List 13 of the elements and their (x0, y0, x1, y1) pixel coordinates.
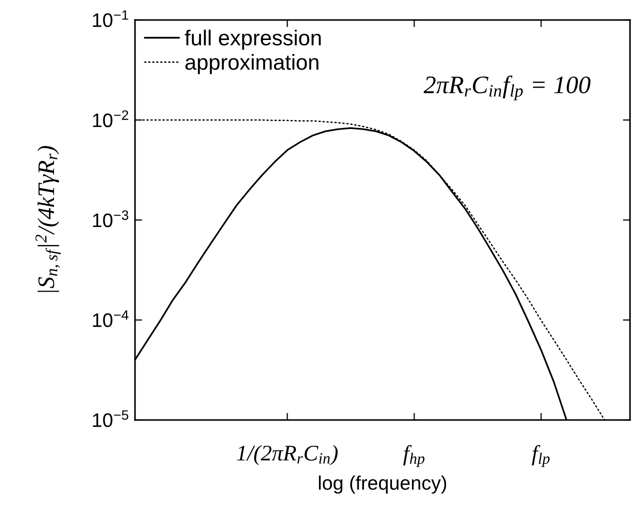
y-tick-label: 10$^{−2}$ (93, 110, 128, 128)
y-tick-label: 10$^{−1}$ (93, 10, 128, 28)
y-tick-label: 10$^{−5}$ (93, 410, 128, 428)
x-tick-label: f$_{hp}$ (403, 445, 424, 468)
y-tick-label: 10$^{−3}$ (93, 210, 128, 228)
y-tick-label: 10$^{−4}$ (93, 310, 128, 328)
x-axis-title: log (frequency) (318, 476, 446, 494)
annotation: 2πR$_{r}$C$_{in}$f$_{lp}$ = 100 (424, 76, 590, 100)
legend-label: approximation (185, 54, 318, 74)
x-tick-label: f$_{lp}$ (532, 445, 550, 468)
legend-label: full expression (184, 30, 321, 50)
y-axis-title: |S$_{n,sf}$|$^{2}$/(4kTγR$_{r}$) (35, 146, 61, 292)
x-tick-label: 1/(2πR$_{r}$C$_{in}$) (236, 445, 338, 466)
